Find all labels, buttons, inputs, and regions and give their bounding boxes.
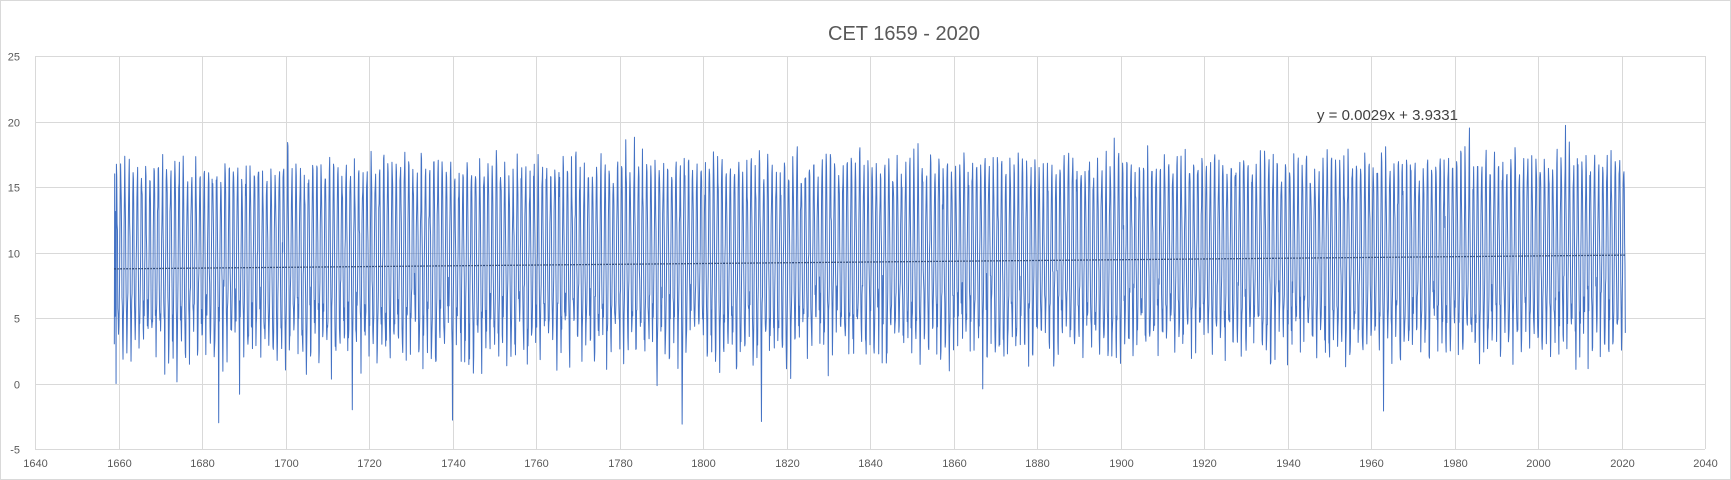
- x-tick-label: 1640: [23, 458, 47, 470]
- y-tick-label: 15: [8, 183, 20, 195]
- x-tick-label: 1940: [1276, 458, 1300, 470]
- x-tick-label: 2020: [1610, 458, 1634, 470]
- x-tick-label: 1960: [1359, 458, 1383, 470]
- x-tick-label: 1800: [691, 458, 715, 470]
- x-tick-label: 2000: [1526, 458, 1550, 470]
- x-tick-label: 1780: [608, 458, 632, 470]
- x-tick-label: 1820: [775, 458, 799, 470]
- series-layer: [113, 124, 1626, 425]
- y-tick-label: 20: [8, 118, 20, 130]
- x-tick-label: 1980: [1443, 458, 1467, 470]
- y-tick-label: 25: [8, 52, 20, 64]
- x-tick-label: 1660: [107, 458, 131, 470]
- x-tick-label: 1700: [274, 458, 298, 470]
- y-tick-label: -5: [10, 445, 20, 457]
- axis-tick-labels: -5 0 5 10 15 20 25 1640 1660 1680 1700 1720 1740 1760…: [8, 52, 1718, 471]
- x-tick-label: 1920: [1192, 458, 1216, 470]
- x-tick-label: 1880: [1025, 458, 1049, 470]
- y-tick-label: 5: [14, 314, 20, 326]
- x-tick-label: 1900: [1109, 458, 1133, 470]
- y-tick-label: 0: [14, 380, 20, 392]
- series-line-cet: [113, 124, 1626, 425]
- x-tick-label: 1760: [524, 458, 548, 470]
- x-tick-label: 1740: [441, 458, 465, 470]
- x-tick-label: 1720: [357, 458, 381, 470]
- y-tick-label: 10: [8, 249, 20, 261]
- chart-title: CET 1659 - 2020: [828, 23, 980, 45]
- trendline-equation: y = 0.0029x + 3.9331: [1317, 107, 1458, 124]
- x-tick-label: 2040: [1693, 458, 1717, 470]
- x-tick-label: 1680: [190, 458, 214, 470]
- x-tick-label: 1840: [858, 458, 882, 470]
- x-tick-label: 1860: [942, 458, 966, 470]
